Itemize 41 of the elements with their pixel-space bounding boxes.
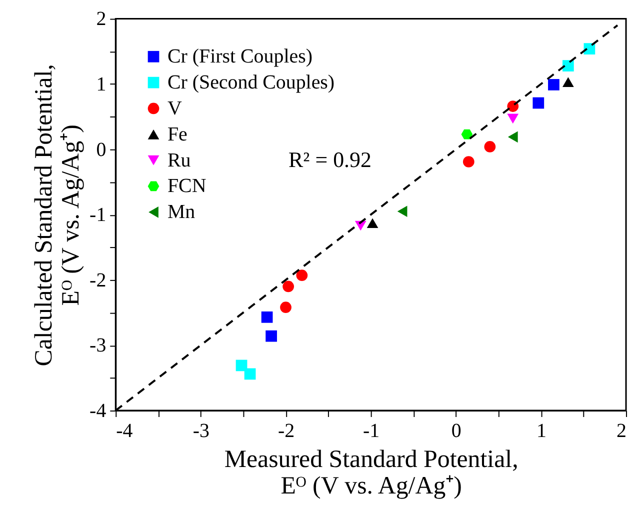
y-tick-label: 2 [96, 8, 106, 30]
x-tick-label: -1 [363, 420, 380, 442]
annotation: R² = 0.92 [288, 146, 372, 172]
point [282, 280, 294, 292]
point [508, 131, 518, 143]
point [562, 77, 574, 88]
point [532, 97, 544, 109]
point [296, 270, 308, 282]
y-tick-label: 1 [96, 74, 106, 96]
legend-label: Cr (Second Couples) [167, 72, 335, 94]
legend-label: V [167, 97, 182, 120]
legend-label: Mn [167, 201, 196, 224]
x-tick-label: 2 [616, 420, 627, 442]
y-tick-label: -1 [90, 204, 106, 226]
point [562, 60, 574, 72]
legend-label: Fe [167, 123, 188, 146]
point [280, 302, 292, 314]
point [366, 218, 378, 228]
point [484, 141, 496, 152]
legend-label: FCN [167, 175, 206, 198]
x-tick-label: -4 [116, 420, 133, 442]
x-tick-label: -2 [278, 420, 295, 442]
point [507, 114, 519, 124]
point [397, 206, 408, 218]
y-tick-label: -4 [90, 400, 106, 422]
y-tick-label: 0 [96, 138, 106, 161]
x-axis-title: Measured Standard Potential, Eᴼ (V vs. Ag/Ag⁺) [224, 446, 518, 500]
x-tick-label: 1 [536, 420, 546, 442]
y-axis-title: Calculated Standard Potential, Eᴼ (V vs. Ag/Ag⁺) [30, 64, 85, 366]
point [261, 311, 273, 323]
point [548, 79, 560, 90]
y-tick-label: -2 [90, 269, 106, 292]
legend-label: Ru [167, 149, 191, 172]
x-tick-label: -3 [192, 420, 210, 442]
point [461, 129, 473, 140]
point [244, 368, 256, 380]
x-tick-label: 0 [451, 420, 462, 442]
point [266, 330, 277, 342]
point [462, 156, 474, 168]
y-tick-label: -3 [90, 334, 106, 357]
legend-label: Cr (First Couples) [167, 46, 312, 68]
